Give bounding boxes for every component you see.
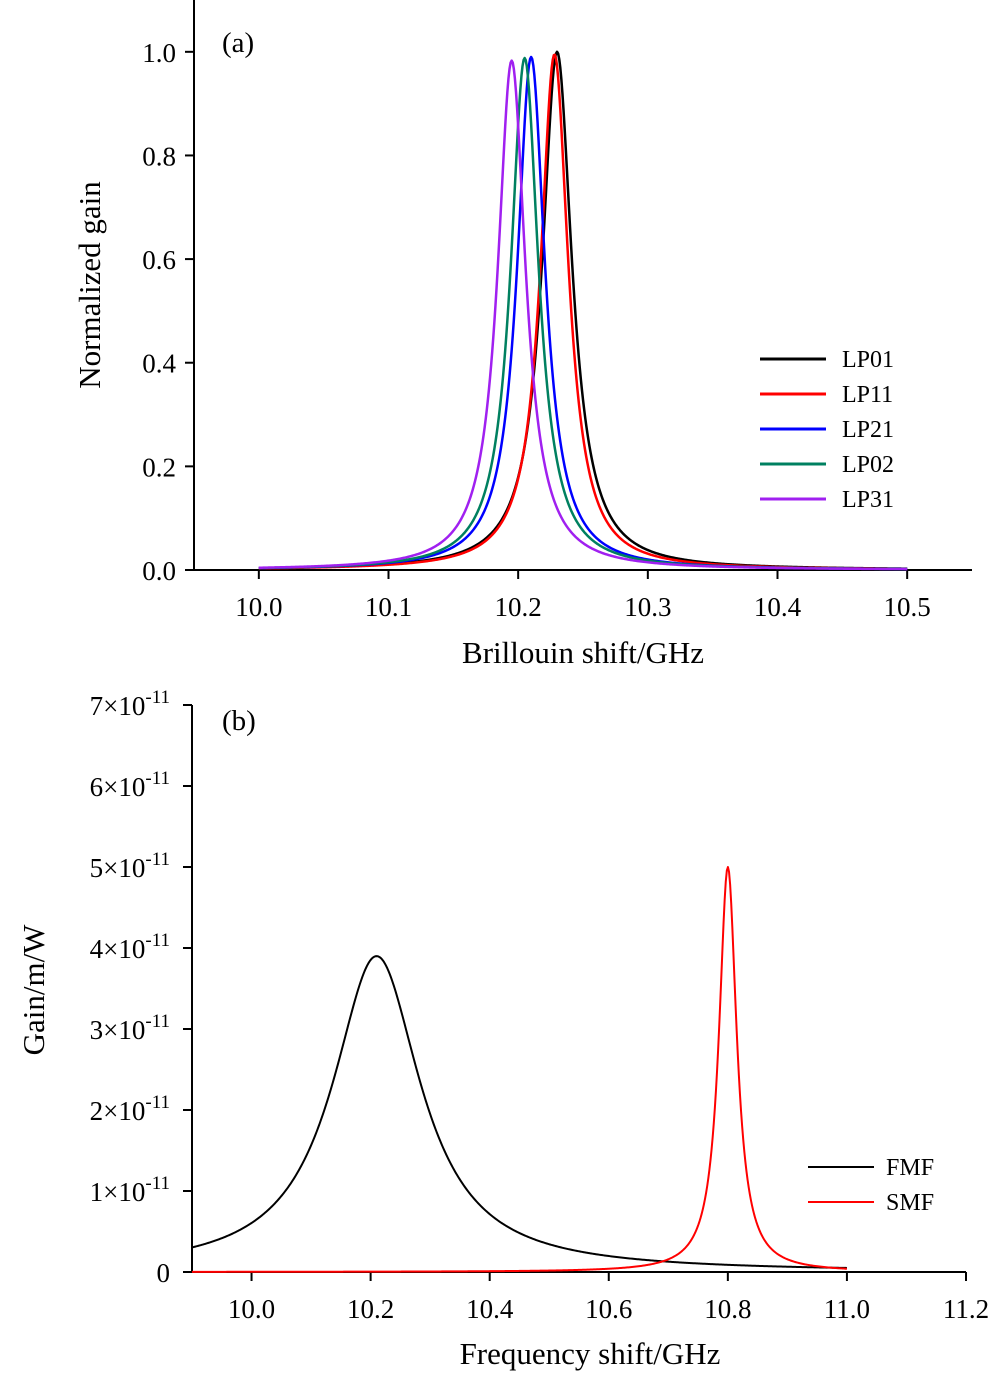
legend-label: SMF [886, 1190, 934, 1216]
legend-label: LP31 [842, 487, 894, 513]
x-tick-label: 10.0 [228, 1294, 275, 1324]
y-tick-label: 4×10-11 [90, 930, 170, 964]
legend-item-fmf: FMF [808, 1155, 934, 1181]
y-tick-label: 2×10-11 [90, 1092, 170, 1126]
x-tick-label: 10.2 [347, 1294, 394, 1324]
x-axis-title-a: Brillouin shift/GHz [462, 635, 704, 670]
y-tick-label: 0.6 [142, 245, 176, 275]
legend-label: LP21 [842, 417, 894, 443]
y-tick-label: 0 [157, 1258, 171, 1288]
x-tick-label: 11.2 [943, 1294, 989, 1324]
y-tick-label: 6×10-11 [90, 768, 170, 802]
legend-item-lp11: LP11 [760, 382, 893, 408]
x-tick-label: 10.0 [235, 592, 282, 622]
legend-item-lp21: LP21 [760, 417, 894, 443]
x-tick-label: 10.8 [704, 1294, 751, 1324]
y-tick-label: 1.0 [142, 38, 176, 68]
panel-label-a: (a) [222, 27, 254, 59]
x-tick-label: 10.4 [754, 592, 802, 622]
legend-item-lp01: LP01 [760, 347, 894, 373]
legend-item-lp31: LP31 [760, 487, 894, 513]
x-tick-label: 10.5 [884, 592, 931, 622]
series-line-lp21 [258, 55, 908, 571]
y-axis-title-b: Gain/m/W [16, 924, 51, 1056]
x-tick-label: 10.4 [466, 1294, 514, 1324]
y-tick-label: 3×10-11 [90, 1011, 170, 1045]
ticks-a: 10.0 10.1 10.2 10.3 10.4 10.5 0.0 0.2 0.4 0.6 0.8 1… [142, 38, 931, 622]
x-tick-label: 10.3 [624, 592, 671, 622]
x-tick-label: 10.6 [585, 1294, 632, 1324]
legend-label: LP01 [842, 347, 894, 373]
legend-item-smf: SMF [808, 1190, 934, 1216]
y-tick-label: 5×10-11 [90, 849, 170, 883]
series-group-a [258, 50, 908, 571]
panel-b: 10.0 10.2 10.4 10.6 10.8 11.0 11.2 0 1×10-11 2×10… [16, 687, 989, 1371]
y-tick-label: 0.4 [142, 349, 176, 379]
panel-label-b: (b) [222, 705, 256, 737]
legend-label: FMF [886, 1155, 934, 1181]
ticks-b: 10.0 10.2 10.4 10.6 10.8 11.0 11.2 0 1×10-11 2×10… [90, 687, 989, 1324]
x-tick-label: 10.2 [495, 592, 542, 622]
y-tick-label: 0.2 [142, 452, 176, 482]
y-tick-label: 7×10-11 [90, 687, 170, 721]
legend-label: LP02 [842, 452, 894, 478]
y-tick-label: 0.0 [142, 556, 176, 586]
series-line-lp11 [258, 53, 908, 571]
legend-item-lp02: LP02 [760, 452, 894, 478]
y-tick-label: 0.8 [142, 141, 176, 171]
series-line-fmf [191, 955, 847, 1269]
x-tick-label: 11.0 [824, 1294, 870, 1324]
series-line-lp02 [258, 56, 908, 571]
x-tick-label: 10.1 [365, 592, 412, 622]
series-line-smf [192, 866, 847, 1273]
series-group-b [191, 866, 847, 1273]
y-axis-title-a: Normalized gain [72, 181, 107, 389]
legend-b: FMF SMF [808, 1155, 934, 1216]
legend-a: LP01 LP11 LP21 LP02 LP31 [760, 347, 894, 513]
legend-label: LP11 [842, 382, 893, 408]
series-line-lp31 [258, 59, 908, 571]
x-axis-title-b: Frequency shift/GHz [460, 1336, 721, 1371]
y-tick-label: 1×10-11 [90, 1173, 170, 1207]
panel-a: 10.0 10.1 10.2 10.3 10.4 10.5 0.0 0.2 0.4 0.6 0.8 1… [72, 0, 972, 670]
series-line-lp01 [258, 50, 908, 570]
